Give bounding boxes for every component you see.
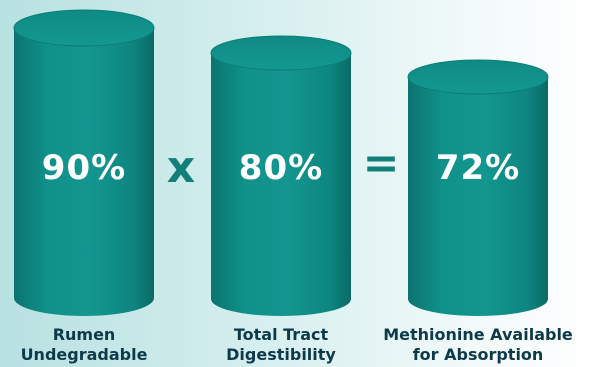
label-total-tract-digestibility: Total Tract Digestibility [201, 325, 361, 365]
equals-operator: = [362, 138, 400, 189]
cylinder-value: 90% [41, 148, 127, 188]
label-line: Total Tract [233, 325, 329, 344]
cylinder-shape [13, 9, 155, 316]
label-line: Methionine Available [383, 325, 573, 344]
label-rumen-undegradable: Rumen Undegradable [4, 325, 164, 365]
cylinder-methionine-available: 72% [407, 59, 549, 316]
multiply-operator: x [166, 142, 196, 193]
cylinder-total-tract-digestibility: 80% [210, 35, 352, 316]
label-line: for Absorption [412, 345, 544, 364]
cylinder-value: 80% [238, 148, 324, 188]
label-line: Rumen [52, 325, 116, 344]
label-line: Digestibility [226, 345, 336, 364]
cylinder-shape [210, 35, 352, 316]
label-line: Undegradable [20, 345, 148, 364]
cylinder-shape [407, 59, 549, 316]
cylinder-value: 72% [435, 148, 521, 188]
cylinder-rumen-undegradable: 90% [13, 9, 155, 316]
label-methionine-available: Methionine Available for Absorption [366, 325, 590, 365]
